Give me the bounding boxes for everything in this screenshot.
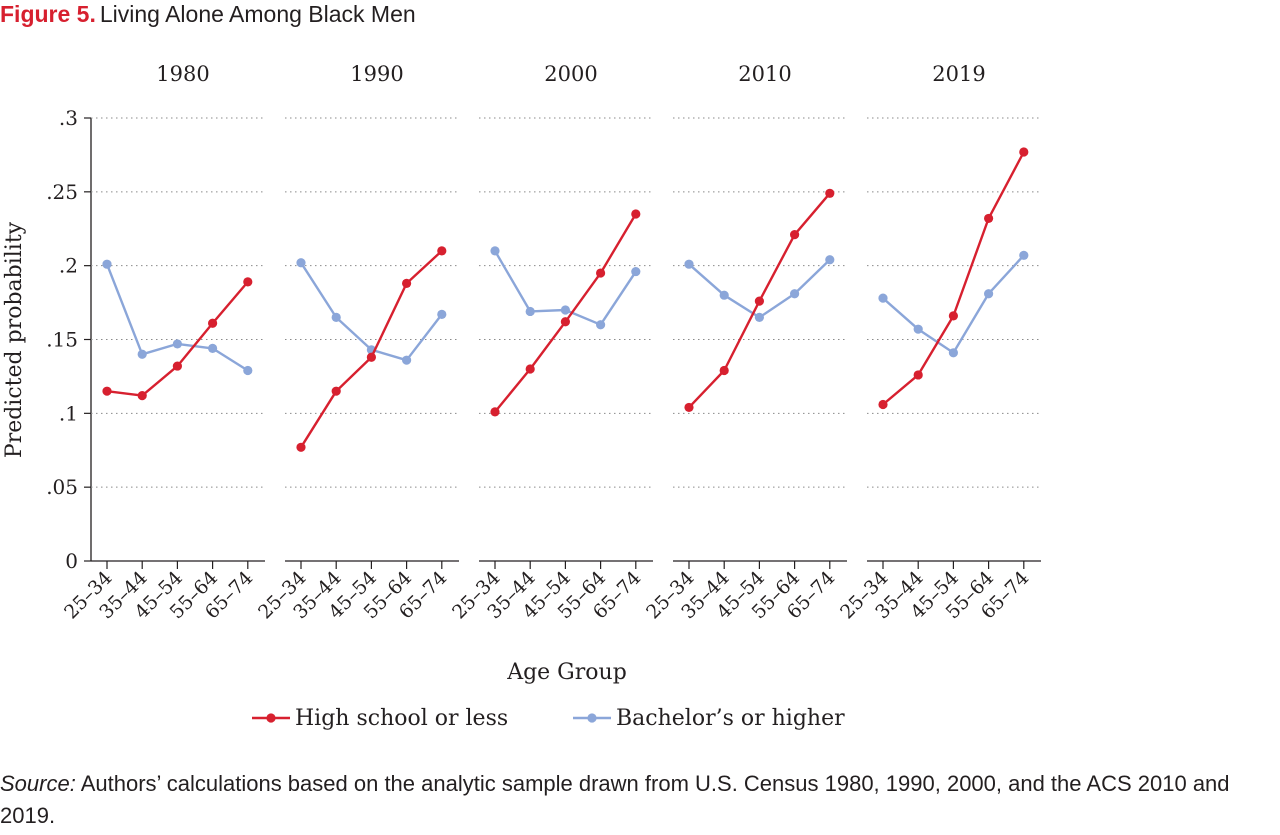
- data-point-high-school: [172, 361, 182, 371]
- data-point-bachelors: [243, 365, 253, 376]
- data-point-bachelors: [596, 320, 606, 330]
- data-point-high-school: [984, 213, 994, 224]
- data-point-bachelors: [754, 312, 765, 322]
- figure-label: Figure 5.: [0, 1, 96, 27]
- y-tick-label: 0: [65, 549, 78, 573]
- series-line-bachelors: [105, 263, 249, 372]
- data-point-high-school: [560, 317, 571, 327]
- data-point-bachelors: [402, 355, 412, 365]
- figure-title: Living Alone Among Black Men: [99, 1, 416, 27]
- panel-title: 2010: [738, 62, 791, 86]
- data-point-bachelors: [208, 343, 218, 353]
- panel-title: 1980: [156, 62, 209, 86]
- data-point-high-school: [366, 352, 376, 362]
- source-lead: Source:: [0, 771, 76, 796]
- y-tick-label: .3: [59, 106, 78, 130]
- series-line-high-school: [106, 281, 249, 397]
- data-point-bachelors: [1019, 250, 1029, 260]
- y-axis-title: Predicted probability: [2, 221, 27, 458]
- data-point-bachelors: [525, 306, 535, 317]
- series-line-bachelors: [688, 258, 831, 319]
- data-point-high-school: [525, 364, 535, 374]
- data-point-high-school: [948, 311, 959, 321]
- y-tick-label: .1: [59, 401, 78, 425]
- legend: High school or less Bachelor’s or higher: [252, 706, 845, 731]
- y-tick-label: .05: [46, 475, 78, 499]
- data-point-high-school: [402, 278, 412, 288]
- data-point-bachelors: [984, 289, 994, 299]
- data-point-high-school: [719, 365, 729, 376]
- data-point-high-school: [243, 277, 253, 287]
- data-point-high-school: [137, 391, 147, 401]
- data-point-bachelors: [825, 255, 835, 265]
- data-point-bachelors: [790, 289, 800, 299]
- data-point-bachelors: [490, 246, 500, 256]
- data-point-bachelors: [631, 266, 641, 277]
- y-tick-label: .25: [46, 180, 78, 204]
- data-point-bachelors: [137, 349, 147, 359]
- data-point-high-school: [437, 246, 447, 256]
- y-tick-label: .15: [46, 328, 78, 352]
- data-point-high-school: [878, 399, 888, 410]
- data-point-bachelors: [913, 324, 923, 334]
- y-tick-label: .2: [59, 254, 78, 278]
- data-point-bachelors: [560, 305, 571, 315]
- data-point-high-school: [490, 407, 500, 417]
- legend-marker-bachelors: [587, 713, 597, 723]
- data-point-bachelors: [878, 293, 888, 303]
- data-point-bachelors: [296, 258, 306, 268]
- data-point-high-school: [596, 268, 606, 278]
- data-point-high-school: [208, 318, 218, 328]
- data-point-high-school: [331, 386, 341, 396]
- data-point-high-school: [754, 296, 765, 306]
- data-point-bachelors: [102, 259, 112, 269]
- legend-label-high-school: High school or less: [295, 706, 508, 731]
- source-note: Source: Authors’ calculations based on t…: [0, 768, 1280, 832]
- data-point-bachelors: [948, 348, 959, 358]
- panel-title: 1990: [350, 62, 403, 86]
- figure-header: Figure 5. Living Alone Among Black Men: [0, 0, 416, 28]
- data-point-high-school: [631, 209, 641, 219]
- panel-title: 2019: [932, 62, 985, 86]
- data-point-bachelors: [331, 312, 341, 322]
- line-chart: 0 .05 .1 .15 .2 .25 .3 Predicted probability 198…: [2, 62, 1041, 731]
- data-point-bachelors: [437, 309, 447, 319]
- data-point-high-school: [790, 230, 800, 240]
- series-line-bachelors: [882, 254, 1025, 354]
- data-point-high-school: [684, 402, 694, 413]
- x-axis-title: Age Group: [506, 660, 627, 685]
- data-point-bachelors: [684, 259, 694, 269]
- panel-title: 2000: [544, 62, 597, 86]
- data-point-high-school: [296, 442, 306, 452]
- data-point-bachelors: [172, 339, 182, 349]
- legend-marker-high-school: [266, 713, 276, 723]
- source-text: Authors’ calculations based on the analy…: [0, 771, 1230, 828]
- legend-label-bachelors: Bachelor’s or higher: [616, 706, 845, 731]
- data-point-bachelors: [719, 290, 729, 300]
- data-point-high-school: [1019, 147, 1029, 157]
- data-point-high-school: [913, 370, 923, 380]
- data-point-high-school: [102, 386, 112, 396]
- data-point-high-school: [825, 188, 835, 198]
